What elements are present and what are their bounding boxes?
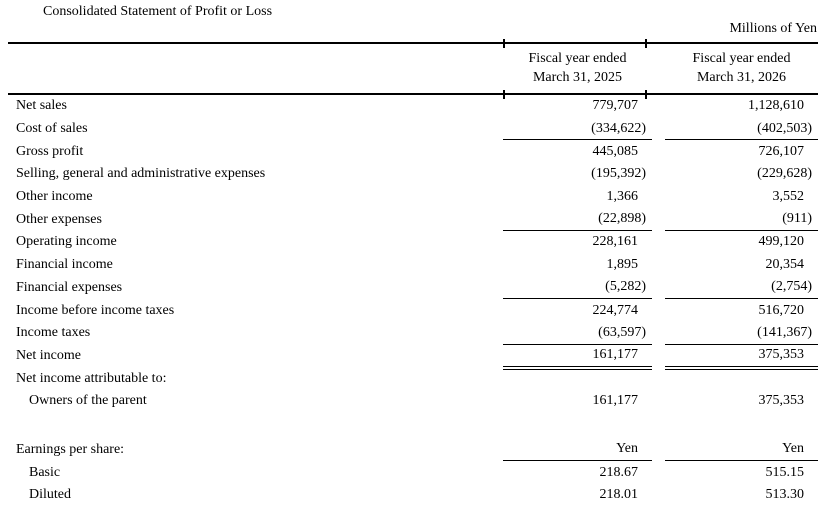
column-tick — [645, 39, 647, 48]
fy2026-value: 375,353 — [758, 393, 805, 409]
fy2025-value: (63,597) — [503, 322, 652, 345]
fy2025-value: (22,898) — [503, 208, 652, 232]
column-header-fy2026: Fiscal year ended March 31, 2026 — [665, 50, 818, 86]
table-row: Financial income 1,895 20,354 — [8, 254, 818, 277]
table-row: Income taxes (63,597) (141,367) — [8, 322, 818, 345]
row-label: Net income attributable to: — [16, 370, 167, 386]
row-label: Owners of the parent — [29, 393, 147, 409]
table-row: Income before income taxes 224,774 516,7… — [8, 299, 818, 322]
fy2025-value: 218.01 — [599, 487, 639, 503]
row-label: Net sales — [16, 98, 67, 114]
column-header-line1: Fiscal year ended — [528, 51, 627, 67]
table-row: Other income 1,366 3,552 — [8, 186, 818, 209]
fy2026-value: 375,353 — [665, 345, 818, 370]
row-label: Operating income — [16, 234, 117, 250]
fy2026-value: 20,354 — [765, 257, 805, 273]
fy2026-value: (911) — [665, 208, 818, 232]
row-label: Basic — [29, 464, 61, 480]
table-row: Owners of the parent 161,177 375,353 — [8, 390, 818, 413]
fy2026-value: 499,120 — [758, 234, 805, 250]
table-header-row: Fiscal year ended March 31, 2025 Fiscal … — [8, 44, 818, 93]
table-row: Selling, general and administrative expe… — [8, 163, 818, 186]
fy2025-value: 1,366 — [606, 189, 639, 205]
fy2026-value: 3,552 — [772, 189, 805, 205]
units-note: Millions of Yen — [729, 21, 817, 36]
table-row: Diluted 218.01 513.30 — [8, 484, 818, 507]
header-rule — [8, 90, 818, 99]
fy2026-value: (229,628) — [757, 166, 812, 182]
fy2025-value: 218.67 — [599, 464, 639, 480]
row-label: Diluted — [29, 487, 71, 503]
fy2025-value: Yen — [503, 439, 652, 462]
fy2025-value: 228,161 — [592, 234, 639, 250]
row-label: Earnings per share: — [16, 441, 125, 457]
table-row: Earnings per share: Yen Yen — [8, 439, 818, 462]
column-header-line1: Fiscal year ended — [692, 51, 791, 67]
fy2026-value: 513.30 — [765, 487, 805, 503]
row-label: Cost of sales — [16, 121, 88, 137]
column-header-line2: March 31, 2025 — [532, 69, 623, 85]
table-row: Net income attributable to: — [8, 367, 818, 390]
column-tick — [503, 39, 505, 48]
row-label: Other income — [16, 189, 93, 205]
row-label: Net income — [16, 347, 81, 363]
column-header-fy2025: Fiscal year ended March 31, 2025 — [503, 50, 652, 86]
fy2025-value: 161,177 — [503, 345, 652, 370]
column-tick — [645, 90, 647, 99]
blank-row — [8, 413, 818, 439]
row-label: Gross profit — [16, 143, 84, 159]
fy2026-value: 726,107 — [758, 143, 805, 159]
table-row: Financial expenses (5,282) (2,754) — [8, 277, 818, 300]
table-row: Net income 161,177 375,353 — [8, 345, 818, 370]
fy2026-value: 515.15 — [765, 464, 805, 480]
row-label: Income before income taxes — [16, 302, 175, 318]
fy2025-value: 161,177 — [592, 393, 639, 409]
fy2025-value: 1,895 — [606, 257, 639, 273]
table-row: Operating income 228,161 499,120 — [8, 231, 818, 254]
table-row: Gross profit 445,085 726,107 — [8, 140, 818, 163]
fy2026-value: (2,754) — [665, 277, 818, 300]
fy2026-value: (141,367) — [665, 322, 818, 345]
row-label: Selling, general and administrative expe… — [16, 166, 266, 182]
row-label: Other expenses — [16, 211, 102, 227]
row-label: Income taxes — [16, 325, 91, 341]
fy2026-value: Yen — [665, 439, 818, 462]
table-row: Net sales 779,707 1,128,610 — [8, 95, 818, 118]
fy2025-value: 779,707 — [592, 98, 639, 114]
table-row: Cost of sales (334,622) (402,503) — [8, 118, 818, 141]
page-title: Consolidated Statement of Profit or Loss — [43, 4, 273, 19]
fy2026-value: 1,128,610 — [748, 98, 804, 114]
fy2025-value: 445,085 — [592, 143, 639, 159]
fy2026-value: 516,720 — [758, 302, 805, 318]
fy2025-value: (195,392) — [591, 166, 646, 182]
profit-loss-table: Fiscal year ended March 31, 2025 Fiscal … — [8, 39, 818, 507]
top-rule — [8, 39, 818, 48]
table-row: Basic 218.67 515.15 — [8, 461, 818, 484]
table-row: Other expenses (22,898) (911) — [8, 208, 818, 232]
column-header-line2: March 31, 2026 — [696, 69, 787, 85]
fy2025-value: (334,622) — [503, 118, 652, 141]
fy2025-value: 224,774 — [592, 302, 639, 318]
row-label: Financial expenses — [16, 279, 123, 295]
column-tick — [503, 90, 505, 99]
fy2026-value: (402,503) — [665, 118, 818, 141]
row-label: Financial income — [16, 257, 113, 273]
fy2025-value: (5,282) — [503, 277, 652, 300]
